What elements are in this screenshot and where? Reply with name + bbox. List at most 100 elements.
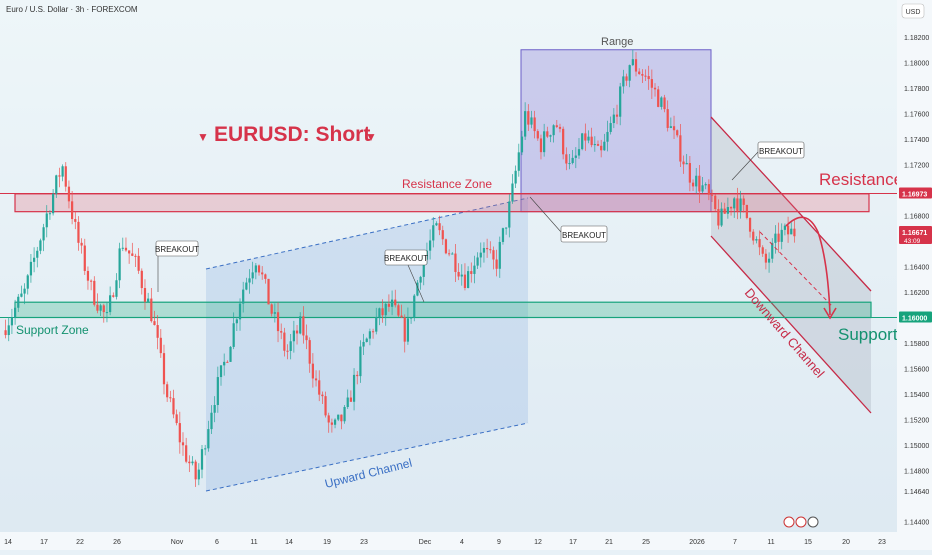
candle xyxy=(603,133,606,151)
breakout-label-2: BREAKOUT xyxy=(384,249,428,266)
candle xyxy=(413,293,416,322)
candle xyxy=(593,136,596,152)
x-tick-label: 21 xyxy=(605,539,613,546)
candle xyxy=(748,217,752,238)
y-tick-label: 1.16400 xyxy=(904,265,929,272)
candle xyxy=(169,390,172,403)
candle xyxy=(134,253,137,268)
x-tick-label: 6 xyxy=(215,539,219,546)
candle xyxy=(409,317,413,324)
candle xyxy=(23,283,26,305)
range-label: Range xyxy=(601,36,633,48)
candles xyxy=(4,49,796,487)
candle xyxy=(286,344,289,360)
price-axis[interactable] xyxy=(897,0,932,550)
candle xyxy=(121,237,124,252)
candle xyxy=(4,319,7,339)
candle xyxy=(226,360,229,363)
candle xyxy=(223,353,226,376)
x-tick-label: 19 xyxy=(323,539,331,546)
y-tick-label: 1.17200 xyxy=(904,163,929,170)
candle xyxy=(495,249,498,277)
candle xyxy=(229,345,232,362)
candle xyxy=(267,278,270,305)
breakout-label-4: BREAKOUT xyxy=(757,141,805,159)
candle xyxy=(657,86,660,108)
candle xyxy=(406,307,410,345)
candle xyxy=(729,206,733,216)
candle xyxy=(359,340,362,383)
resistance-zone-label: Resistance Zone xyxy=(402,177,492,191)
candle xyxy=(631,49,634,67)
candle xyxy=(58,167,61,188)
candle xyxy=(232,312,235,350)
candle xyxy=(32,247,36,273)
candle xyxy=(707,179,710,201)
candle xyxy=(77,216,80,251)
candle xyxy=(641,69,644,83)
candle xyxy=(774,225,777,254)
arrow-down-icon: ▼ xyxy=(365,130,377,144)
x-tick-label: 11 xyxy=(250,539,257,546)
candle xyxy=(245,277,248,291)
candle xyxy=(42,223,45,252)
candle xyxy=(539,134,543,160)
candle xyxy=(492,246,495,270)
candle xyxy=(558,123,562,133)
candle xyxy=(194,459,197,487)
headline: ▼ EURUSD: Short ▼ xyxy=(197,123,377,146)
candle xyxy=(289,334,292,360)
candle xyxy=(131,242,134,257)
event-flag-icon xyxy=(807,516,819,528)
y-ticks: 1.18200 1.18000 1.17800 1.17600 1.17400 1.172… xyxy=(904,35,929,527)
y-tick-label: 1.16200 xyxy=(904,290,929,297)
svg-text:1.16973: 1.16973 xyxy=(902,191,927,198)
candle xyxy=(39,238,42,255)
candle xyxy=(517,143,520,177)
time-axis[interactable] xyxy=(0,532,897,550)
candle xyxy=(619,82,622,126)
candle xyxy=(346,389,349,410)
candle xyxy=(48,210,52,220)
y-tick-label: 1.15600 xyxy=(904,367,929,374)
candle xyxy=(486,238,489,258)
candle xyxy=(29,253,33,283)
economic-events[interactable] xyxy=(783,516,819,528)
candle xyxy=(726,197,729,219)
headline-text: EURUSD: Short xyxy=(214,123,370,146)
candle xyxy=(314,370,318,387)
event-flag-icon xyxy=(783,516,795,528)
candle xyxy=(498,236,501,278)
candle xyxy=(280,323,283,340)
x-tick-label: 22 xyxy=(76,539,84,546)
support-zone-label: Support Zone xyxy=(16,323,89,337)
candle xyxy=(181,432,185,456)
candle xyxy=(653,83,657,97)
candle xyxy=(166,381,169,402)
candle xyxy=(210,405,213,435)
range-box xyxy=(520,49,712,213)
candle xyxy=(460,264,463,286)
candle xyxy=(739,190,742,219)
candle xyxy=(264,273,267,284)
candle xyxy=(340,414,343,430)
candle xyxy=(695,167,698,194)
candle xyxy=(463,263,467,291)
y-tick-label: 1.18000 xyxy=(904,61,929,68)
candle xyxy=(403,314,406,353)
breakout-text: BREAKOUT xyxy=(384,254,428,263)
candle xyxy=(324,391,327,418)
candle xyxy=(10,308,14,335)
downward-channel-top-line xyxy=(710,116,872,292)
candle xyxy=(67,180,71,209)
candle xyxy=(20,285,23,298)
candle xyxy=(36,246,39,268)
candle xyxy=(368,328,372,346)
candle xyxy=(767,252,771,273)
candle xyxy=(606,120,609,152)
candle xyxy=(435,221,438,227)
candle xyxy=(419,275,422,290)
candle xyxy=(159,329,162,358)
y-tick-label: 1.15400 xyxy=(904,392,929,399)
